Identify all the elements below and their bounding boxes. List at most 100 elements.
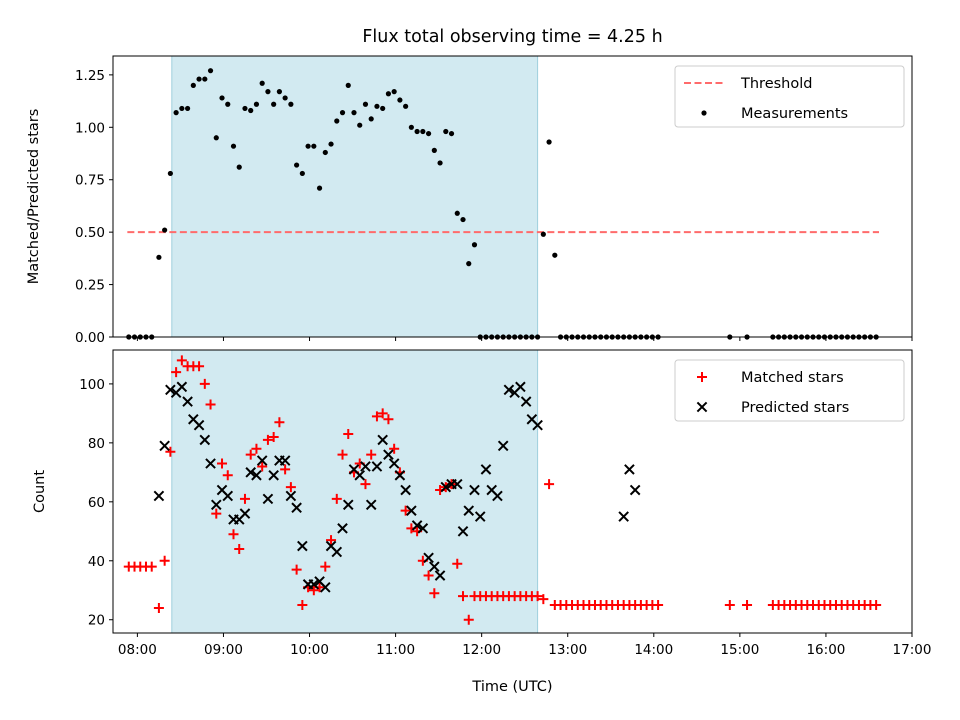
predicted-star-point bbox=[331, 546, 343, 558]
top-observing-span bbox=[171, 55, 539, 338]
matched-star-point bbox=[176, 355, 187, 366]
measurement-point bbox=[248, 107, 254, 114]
top-legend: Threshold Measurements bbox=[674, 65, 905, 128]
measurement-point bbox=[299, 170, 305, 177]
predicted-star-point bbox=[492, 490, 503, 502]
matched-star-point bbox=[245, 449, 256, 460]
matched-star-point bbox=[285, 482, 296, 493]
matched-star-point bbox=[331, 493, 342, 504]
predicted-star-point bbox=[383, 449, 394, 460]
predicted-star-point bbox=[176, 381, 188, 393]
y-tick-label: 0.00 bbox=[75, 330, 105, 346]
measurement-point bbox=[184, 105, 191, 112]
top-marks bbox=[126, 68, 880, 340]
measurement-point bbox=[425, 130, 432, 137]
matched-star-point bbox=[251, 443, 262, 454]
legend-label: Measurements bbox=[741, 106, 848, 122]
measurement-point bbox=[471, 242, 478, 248]
predicted-star-point bbox=[394, 469, 406, 481]
measurement-point bbox=[305, 143, 311, 149]
predicted-star-point bbox=[474, 511, 486, 522]
predicted-star-point bbox=[337, 523, 348, 534]
predicted-star-point bbox=[624, 464, 635, 475]
matched-star-point bbox=[199, 378, 210, 389]
legend-box bbox=[674, 65, 905, 128]
measurement-point bbox=[213, 135, 219, 141]
measurement-point bbox=[414, 128, 420, 135]
measurement-point bbox=[362, 101, 369, 107]
measurement-point bbox=[196, 76, 202, 82]
x-tick-label: 17:00 bbox=[893, 642, 932, 658]
measurement-point bbox=[236, 164, 242, 170]
legend-predicted-swatch bbox=[696, 401, 708, 413]
x-tick-label: 11:00 bbox=[376, 642, 415, 658]
measurement-point bbox=[431, 147, 437, 153]
x-tick-label: 09:00 bbox=[204, 642, 243, 658]
predicted-star-point bbox=[256, 455, 268, 466]
predicted-star-point bbox=[469, 484, 480, 496]
measurement-point bbox=[552, 252, 558, 258]
matched-star-point bbox=[234, 543, 245, 554]
measurement-point bbox=[202, 76, 208, 82]
measurement-point bbox=[448, 130, 455, 137]
measurement-point bbox=[546, 139, 552, 145]
predicted-star-point bbox=[342, 499, 354, 511]
measurement-point bbox=[328, 141, 334, 147]
predicted-star-point bbox=[268, 469, 279, 481]
predicted-star-point bbox=[618, 511, 629, 522]
measurement-point bbox=[540, 231, 546, 237]
predicted-star-point bbox=[377, 434, 388, 446]
predicted-star-point bbox=[411, 520, 423, 531]
matched-star-point bbox=[159, 555, 170, 566]
measurement-point bbox=[454, 210, 460, 216]
matched-star-point bbox=[366, 449, 377, 460]
predicted-star-point bbox=[279, 455, 291, 466]
y-tick-label: 40 bbox=[88, 554, 105, 570]
y-tick-label: 1.25 bbox=[75, 68, 105, 84]
measurement-point bbox=[207, 68, 214, 74]
measurement-point bbox=[162, 227, 168, 233]
matched-star-point bbox=[544, 479, 555, 490]
predicted-star-point bbox=[388, 458, 400, 469]
matched-star-point bbox=[257, 461, 268, 472]
measurement-point bbox=[259, 80, 265, 86]
measurement-point bbox=[242, 105, 248, 112]
predicted-star-point bbox=[222, 490, 234, 502]
matched-star-point bbox=[326, 535, 337, 546]
predicted-star-point bbox=[365, 499, 377, 511]
legend-matched-swatch bbox=[697, 372, 707, 382]
measurement-point bbox=[219, 95, 225, 101]
measurement-point bbox=[179, 105, 185, 112]
matched-star-point bbox=[280, 464, 291, 475]
predicted-star-point bbox=[360, 461, 371, 472]
predicted-star-point bbox=[406, 505, 417, 516]
measurement-point bbox=[385, 91, 392, 97]
y-tick-label: 1.00 bbox=[75, 120, 105, 136]
matched-star-point bbox=[463, 614, 474, 625]
matched-star-point bbox=[343, 429, 354, 440]
matched-star-point bbox=[217, 458, 228, 469]
measurement-point bbox=[397, 97, 403, 103]
matched-star-point bbox=[653, 599, 664, 610]
measurement-point bbox=[311, 143, 317, 149]
y-tick-label: 60 bbox=[88, 495, 105, 511]
x-tick-label: 15:00 bbox=[720, 642, 759, 658]
x-tick-label: 12:00 bbox=[462, 642, 501, 658]
predicted-star-point bbox=[297, 540, 308, 552]
matched-star-point bbox=[262, 434, 273, 445]
matched-star-point bbox=[429, 588, 440, 599]
matched-star-point bbox=[423, 570, 434, 581]
predicted-star-point bbox=[457, 525, 469, 537]
measurement-point bbox=[190, 82, 196, 88]
predicted-star-point bbox=[532, 419, 543, 431]
bottom-plot-frame bbox=[112, 349, 913, 634]
chart-title: Flux total observing time = 4.25 h bbox=[362, 27, 662, 47]
matched-star-point bbox=[211, 508, 222, 519]
legend-box bbox=[674, 359, 905, 422]
y-tick-label: 0.50 bbox=[75, 225, 105, 241]
measurement-point bbox=[230, 143, 237, 149]
predicted-star-point bbox=[199, 434, 211, 446]
measurement-point bbox=[403, 103, 409, 109]
matched-star-point bbox=[165, 446, 176, 457]
